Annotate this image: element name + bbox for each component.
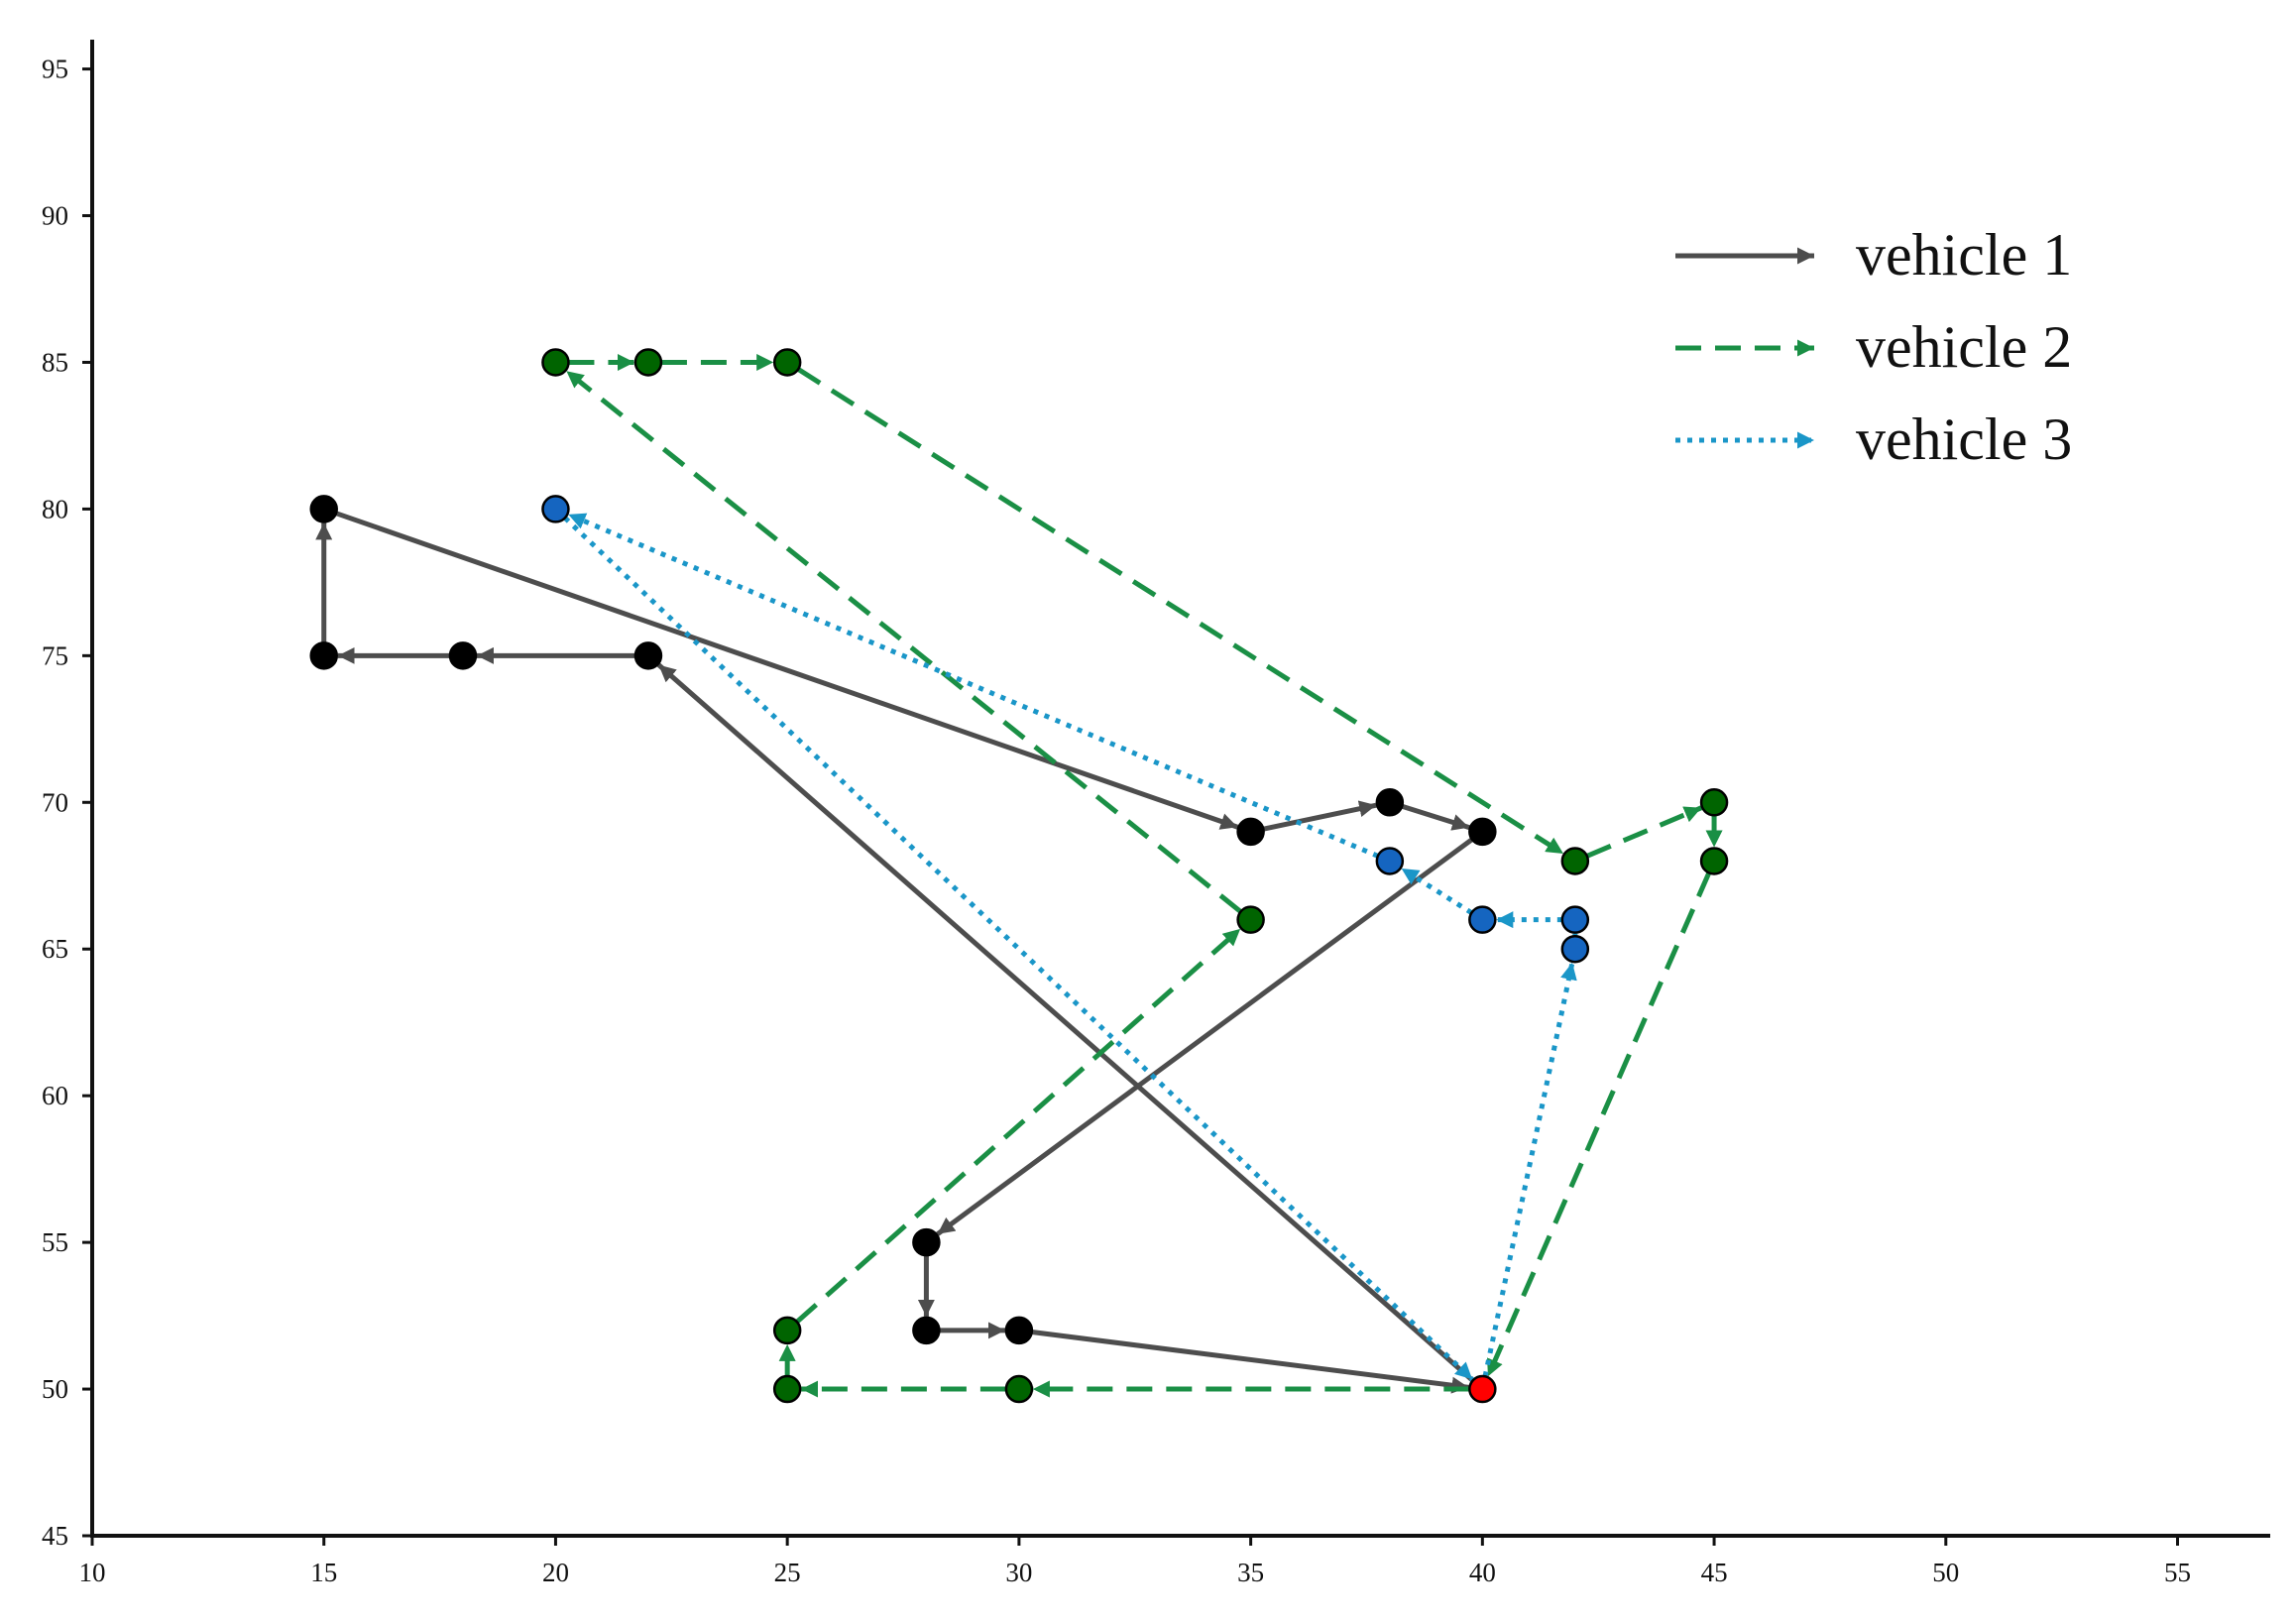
- route-segment: [1485, 871, 1712, 1378]
- series-1-point: [912, 1316, 941, 1345]
- series-2-point: [772, 348, 802, 377]
- x-tick-label: 20: [542, 1558, 569, 1587]
- series-1-point: [1375, 788, 1405, 817]
- series-1-point: [1236, 817, 1265, 847]
- series-2-point: [1236, 905, 1265, 934]
- x-tick-label: 30: [1005, 1558, 1032, 1587]
- x-tick-label: 15: [310, 1558, 337, 1587]
- x-tick-label: 25: [774, 1558, 801, 1587]
- y-tick-label: 70: [42, 787, 68, 817]
- series-3-point: [1375, 847, 1405, 875]
- series-2-point: [541, 348, 570, 377]
- legend: vehicle 1 vehicle 2 vehicle 3: [1675, 222, 2072, 472]
- series-1-point: [912, 1227, 941, 1257]
- series-2-point: [1699, 847, 1729, 875]
- y-tick-label: 95: [42, 55, 68, 84]
- series-3-point: [1468, 905, 1497, 934]
- series-3-point: [1560, 905, 1590, 934]
- x-tick-label: 40: [1469, 1558, 1496, 1587]
- y-tick-label: 90: [42, 201, 68, 231]
- series-2-point: [1699, 788, 1729, 817]
- route-segment: [795, 927, 1242, 1325]
- x-tick-label: 55: [2164, 1558, 2191, 1587]
- series-1-point: [1004, 1316, 1034, 1345]
- depot-point: [1468, 1374, 1497, 1404]
- x-tick-label: 35: [1237, 1558, 1264, 1587]
- series-2-route: [564, 353, 1723, 1398]
- series-2-point: [633, 348, 663, 377]
- y-tick-label: 45: [42, 1521, 68, 1551]
- route-segment: [335, 511, 1239, 830]
- x-tick-label: 45: [1701, 1558, 1728, 1587]
- routes: [315, 353, 1723, 1398]
- series-1-point: [448, 641, 478, 670]
- x-tick-label: 10: [79, 1558, 106, 1587]
- route-segment: [564, 369, 1243, 914]
- series-1-point: [1468, 817, 1497, 847]
- y-tick-label: 50: [42, 1374, 68, 1404]
- legend-label-vehicle-2: vehicle 2: [1856, 314, 2072, 380]
- route-segment: [796, 367, 1565, 857]
- y-tick-label: 80: [42, 494, 68, 523]
- series-2-point: [1004, 1374, 1034, 1404]
- series-1-point: [309, 495, 338, 523]
- series-2-point: [772, 1316, 802, 1345]
- route-segment: [567, 512, 1379, 859]
- route-segment: [1262, 800, 1377, 832]
- route-segment: [1482, 962, 1577, 1377]
- axes: 10 15 20 25 30 35 40 45 50 55 45 50 55 60 65 70 75 80 85 90…: [42, 40, 2270, 1587]
- x-tick-label: 50: [1932, 1558, 1959, 1587]
- series-1-point: [309, 641, 338, 670]
- route-segment: [936, 837, 1474, 1236]
- series-1-route: [315, 511, 1475, 1394]
- legend-label-vehicle-1: vehicle 1: [1856, 222, 2072, 288]
- route-segment: [656, 662, 1475, 1383]
- y-tick-label: 65: [42, 934, 68, 964]
- route-segment: [1585, 805, 1703, 859]
- y-tick-label: 60: [42, 1081, 68, 1110]
- series-2-point: [1560, 847, 1590, 875]
- series-2-point: [772, 1374, 802, 1404]
- route-points: [309, 348, 1729, 1404]
- y-tick-label: 85: [42, 347, 68, 377]
- route-segment: [1400, 866, 1473, 915]
- route-segment: [563, 516, 1474, 1382]
- legend-label-vehicle-3: vehicle 3: [1856, 406, 2072, 472]
- series-3-point: [1560, 934, 1590, 964]
- series-1-point: [633, 641, 663, 670]
- y-tick-label: 75: [42, 640, 68, 670]
- series-3-point: [541, 495, 570, 523]
- route-segment: [1401, 803, 1470, 831]
- y-tick-label: 55: [42, 1227, 68, 1257]
- route-segment: [1031, 1330, 1469, 1394]
